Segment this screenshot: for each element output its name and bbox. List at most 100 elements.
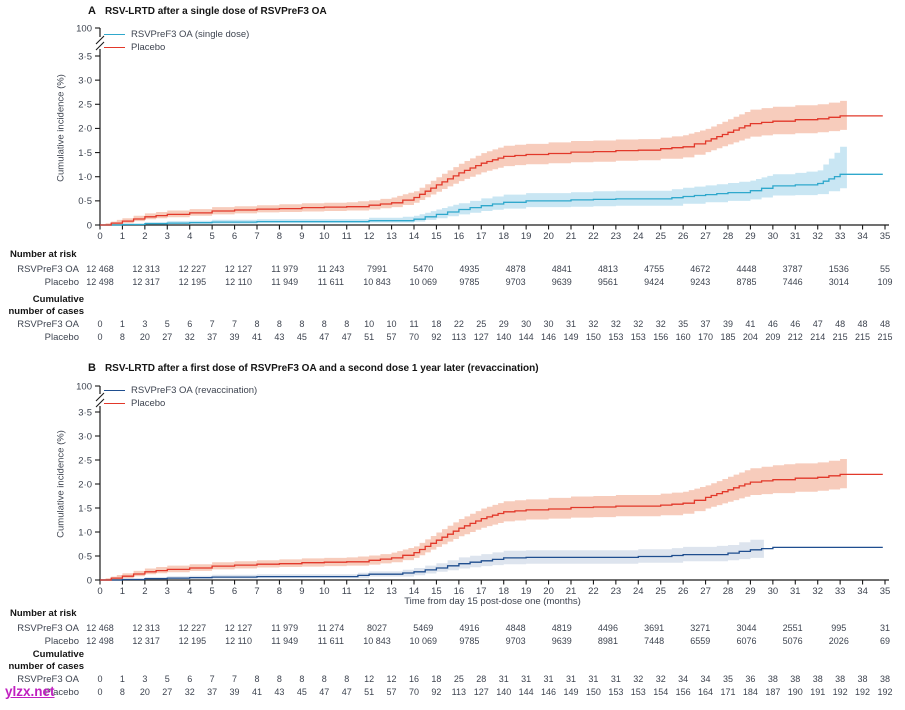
risk-row-label: RSVPreF3 OA — [17, 623, 79, 634]
x-tick-label: 27 — [700, 586, 711, 597]
cases-value: 32 — [184, 687, 195, 697]
cases-value: 31 — [565, 319, 577, 329]
risk-value: 7448 — [644, 636, 665, 646]
legend-label: Placebo — [131, 42, 166, 53]
cases-value: 209 — [765, 332, 781, 342]
cumulative-header-line1: Cumulative — [32, 294, 84, 305]
cases-value: 34 — [700, 674, 711, 684]
cases-value: 38 — [790, 674, 801, 684]
x-tick-label: 14 — [409, 231, 420, 242]
cases-value: 51 — [364, 332, 375, 342]
risk-value: 11 274 — [317, 623, 345, 633]
placebo-confidence-band — [100, 459, 847, 580]
risk-value: 55 — [879, 264, 891, 274]
x-tick-label: 8 — [277, 586, 282, 597]
cases-value: 1 — [119, 674, 125, 684]
number-at-risk-header: Number at risk — [10, 608, 77, 619]
cases-value: 32 — [633, 319, 644, 329]
cases-value: 32 — [655, 319, 666, 329]
legend-line-swatch — [104, 46, 125, 49]
cases-value: 113 — [451, 332, 467, 342]
panel-b-title: B RSV-LRTD after a first dose of RSVPreF3… — [88, 362, 539, 374]
cases-value: 8 — [299, 319, 305, 329]
cases-value: 43 — [274, 687, 285, 697]
cases-value: 18 — [431, 674, 442, 684]
x-tick-label: 31 — [790, 231, 801, 242]
legend-item-placebo: Placebo — [104, 398, 165, 409]
x-tick-label: 30 — [768, 586, 779, 597]
cases-value: 47 — [341, 687, 352, 697]
risk-value: 4916 — [459, 623, 480, 633]
cumulative-header-line2: number of cases — [8, 661, 85, 672]
vaccine-km-line — [100, 173, 883, 226]
cases-value: 10 — [386, 319, 397, 329]
cases-value: 11 — [409, 319, 419, 329]
risk-value: 8981 — [597, 636, 618, 646]
number-at-risk-header: Number at risk — [10, 249, 77, 260]
risk-value: 11 949 — [271, 277, 299, 287]
y-tick-label-100: 100 — [76, 23, 92, 34]
x-tick-label: 22 — [588, 231, 599, 242]
x-tick-label: 25 — [655, 586, 666, 597]
x-tick-label: 14 — [409, 586, 420, 597]
cases-value: 184 — [742, 687, 758, 697]
cases-value: 149 — [563, 332, 579, 342]
cases-value: 31 — [498, 674, 509, 684]
cases-value: 70 — [408, 332, 420, 342]
y-tick-label: 3·5 — [78, 407, 92, 418]
risk-value: 11 979 — [271, 623, 299, 633]
x-tick-label: 18 — [498, 231, 509, 242]
risk-value: 12 127 — [224, 264, 253, 274]
cases-row-label: RSVPreF3 OA — [17, 319, 79, 330]
risk-value: 3787 — [782, 264, 803, 274]
cases-value: 20 — [139, 687, 150, 697]
cases-value: 144 — [518, 687, 534, 697]
risk-value: 12 498 — [86, 277, 114, 287]
cases-value: 146 — [541, 687, 557, 697]
cases-value: 146 — [541, 332, 557, 342]
cases-value: 212 — [787, 332, 803, 342]
x-tick-label: 11 — [342, 231, 352, 242]
cases-value: 8 — [119, 332, 125, 342]
y-tick-label: 3·0 — [78, 431, 92, 442]
risk-row-label: Placebo — [44, 636, 79, 647]
x-tick-label: 23 — [611, 231, 622, 242]
x-tick-label: 15 — [431, 586, 442, 597]
x-tick-label: 5 — [209, 231, 214, 242]
x-tick-label: 16 — [454, 231, 465, 242]
placebo-km-line — [100, 473, 883, 581]
cases-value: 27 — [162, 687, 173, 697]
x-tick-label: 0 — [97, 231, 102, 242]
risk-value: 9639 — [551, 636, 572, 646]
cases-value: 3 — [142, 319, 148, 329]
cases-value: 6 — [187, 319, 193, 329]
x-tick-label: 12 — [364, 231, 375, 242]
legend-item-vaccine: RSVPreF3 OA (single dose) — [104, 29, 249, 40]
x-tick-label: 17 — [476, 586, 487, 597]
cases-row-label: Placebo — [44, 332, 79, 343]
cases-value: 204 — [742, 332, 758, 342]
cases-value: 32 — [610, 319, 621, 329]
risk-value: 69 — [879, 636, 891, 646]
risk-value: 9703 — [505, 277, 526, 287]
cases-value: 38 — [857, 674, 868, 684]
risk-row-label: RSVPreF3 OA — [17, 264, 79, 275]
x-tick-label: 20 — [543, 586, 554, 597]
x-tick-label: 33 — [835, 586, 846, 597]
panel-b-y-axis-label: Cumulative incidence (%) — [55, 430, 67, 538]
panel-b-title-text: RSV-LRTD after a first dose of RSVPreF3 … — [104, 363, 539, 374]
x-tick-label: 1 — [120, 231, 125, 242]
risk-value: 4848 — [505, 623, 526, 633]
risk-value: 9243 — [690, 277, 711, 287]
x-tick-label: 27 — [700, 231, 711, 242]
cumulative-header-line2: number of cases — [8, 306, 85, 317]
cases-value: 160 — [675, 332, 691, 342]
risk-value: 12 468 — [86, 264, 114, 274]
risk-value: 2551 — [782, 623, 803, 633]
risk-value: 11 611 — [317, 636, 344, 646]
x-tick-label: 2 — [142, 586, 147, 597]
x-tick-label: 0 — [97, 586, 102, 597]
